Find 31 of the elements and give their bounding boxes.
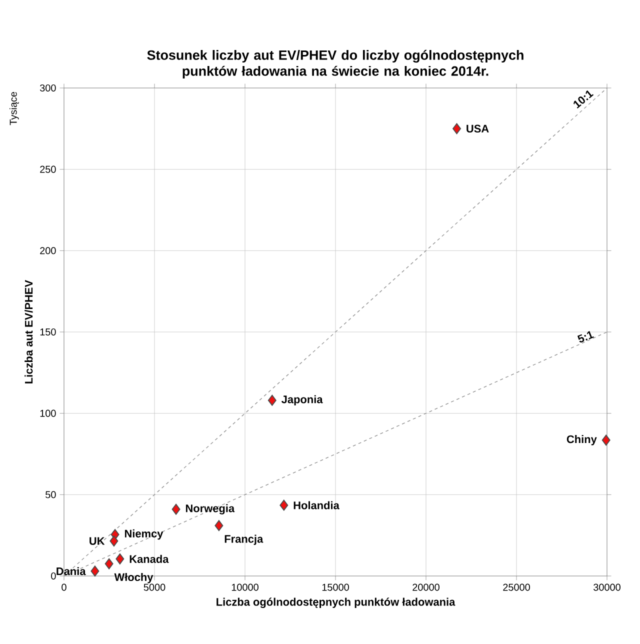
x-tick-label: 20000 — [412, 584, 440, 591]
x-tick-label: 0 — [62, 584, 66, 591]
y-tick-label: 50 — [46, 491, 56, 498]
annotation: Francja — [224, 534, 264, 545]
annotation: USA — [466, 124, 489, 133]
y-tick-label: 250 — [40, 166, 56, 173]
y-tick-label: 100 — [40, 410, 56, 417]
y-axis-title: Liczba aut EV/PHEV — [24, 280, 33, 384]
annotation: Dania — [56, 567, 86, 576]
text: 5:1 — [577, 331, 594, 342]
y-tick-label: 300 — [40, 84, 56, 92]
text: Tysiące — [10, 92, 19, 126]
y-tick-label: 150 — [40, 328, 56, 336]
annotation: Norwegia — [186, 504, 235, 514]
y-tick-label: 200 — [40, 247, 56, 254]
annotation: UK — [90, 537, 105, 545]
x-axis-title: Liczba ogólnodostępnych punktów ładowania — [216, 598, 456, 608]
annotation: Chiny — [566, 435, 597, 446]
x-tick-label: 15000 — [322, 584, 349, 591]
x-tick-label: 30000 — [594, 584, 620, 591]
x-tick-label: 25000 — [503, 584, 530, 591]
chart-title: Stosunek liczby aut EV/PHEV do liczby ogólnodostępnych punktów ładowania na świecie na koniec 2014r. — [147, 50, 524, 78]
annotation: Holandia — [294, 501, 340, 510]
x-tick-label: 5000 — [144, 584, 166, 591]
annotation: Niemcy — [124, 529, 164, 540]
annotation: Japonia — [282, 395, 323, 406]
x-tick-label: 10000 — [232, 584, 258, 591]
text: 10:1 — [574, 90, 594, 108]
annotation: Włochy — [114, 572, 154, 584]
y-tick-label: 0 — [51, 572, 56, 580]
annotation: Kanada — [130, 554, 169, 563]
